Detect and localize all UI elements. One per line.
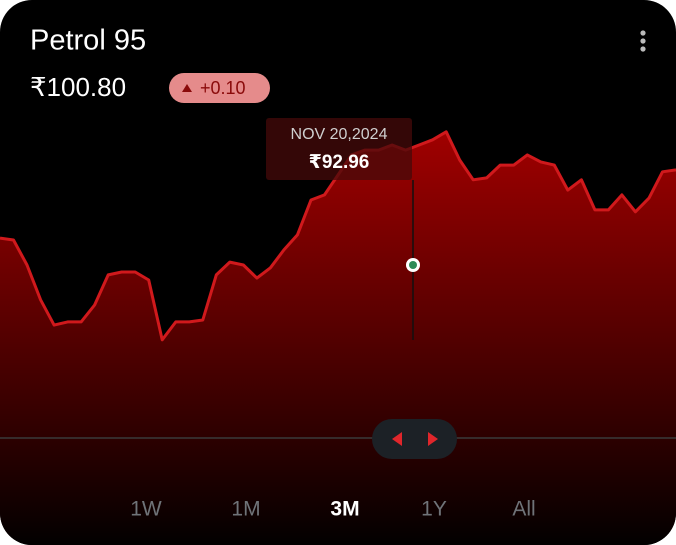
change-badge [169,73,270,103]
pan-control [372,419,457,459]
more-menu[interactable] [640,30,646,52]
range-tab[interactable]: 3M [330,498,359,521]
change: +0.10 [200,78,246,98]
pan-left[interactable] [392,432,402,446]
tooltip-price: ₹92.96 [309,152,370,173]
pan-right[interactable] [428,432,438,446]
range-tab[interactable]: 1M [231,498,260,521]
range-tab[interactable]: 1W [130,498,162,521]
tooltip-date: NOV 20,2024 [291,126,388,143]
title: Petrol 95 [30,25,146,57]
up-arrow [182,84,192,92]
range-tab[interactable]: 1Y [421,498,447,521]
range-tabs: 1W 1M 3M 1Y All [130,498,535,521]
tooltip [266,118,412,180]
crosshair-marker-dot [409,261,417,269]
area-fill [0,131,676,545]
range-tab[interactable]: All [512,498,535,521]
price: ₹100.80 [30,72,126,102]
